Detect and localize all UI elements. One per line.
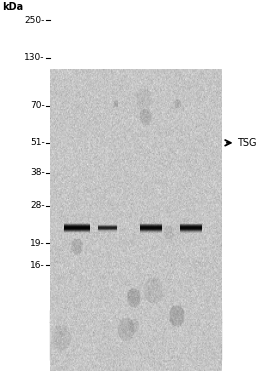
Bar bbox=[64, 229, 90, 230]
Bar bbox=[64, 230, 90, 231]
Text: 50: 50 bbox=[70, 311, 83, 321]
Text: HeLa: HeLa bbox=[77, 336, 103, 346]
Bar bbox=[180, 230, 202, 231]
Bar bbox=[98, 225, 117, 226]
Bar bbox=[140, 226, 162, 227]
Text: TSG101: TSG101 bbox=[237, 138, 256, 148]
Text: 250-: 250- bbox=[24, 16, 45, 25]
Bar bbox=[98, 231, 117, 232]
Bar bbox=[140, 227, 162, 228]
Text: 50: 50 bbox=[184, 311, 197, 321]
Bar bbox=[140, 231, 162, 232]
Bar bbox=[98, 228, 117, 229]
Bar bbox=[64, 228, 90, 229]
Bar bbox=[140, 223, 162, 224]
Bar bbox=[64, 225, 90, 226]
Bar bbox=[98, 228, 117, 229]
Bar bbox=[64, 223, 90, 224]
Bar bbox=[180, 226, 202, 227]
Text: 16-: 16- bbox=[30, 261, 45, 270]
Bar bbox=[98, 224, 117, 225]
Bar bbox=[98, 230, 117, 231]
Bar bbox=[64, 227, 90, 228]
Bar bbox=[64, 232, 90, 233]
Bar bbox=[98, 227, 117, 228]
Bar bbox=[98, 226, 117, 227]
Bar bbox=[140, 223, 162, 224]
Bar bbox=[64, 225, 90, 226]
Text: 15: 15 bbox=[101, 311, 114, 321]
Text: 70-: 70- bbox=[30, 101, 45, 110]
Bar bbox=[180, 227, 202, 228]
Text: T: T bbox=[148, 336, 154, 346]
Bar bbox=[140, 231, 162, 232]
Bar bbox=[140, 228, 162, 229]
Text: 28-: 28- bbox=[30, 201, 45, 210]
Bar bbox=[140, 226, 162, 227]
Bar bbox=[180, 226, 202, 227]
Bar bbox=[140, 228, 162, 229]
Text: 19-: 19- bbox=[30, 239, 45, 247]
Bar bbox=[98, 230, 117, 231]
Bar bbox=[140, 230, 162, 231]
Text: 38-: 38- bbox=[30, 168, 45, 177]
Bar bbox=[64, 227, 90, 228]
Bar bbox=[98, 231, 117, 232]
Bar bbox=[140, 232, 162, 233]
Bar bbox=[140, 229, 162, 230]
Bar bbox=[140, 224, 162, 225]
Bar bbox=[64, 229, 90, 230]
Bar bbox=[180, 224, 202, 225]
Bar bbox=[64, 226, 90, 227]
Bar bbox=[180, 232, 202, 233]
Bar bbox=[180, 228, 202, 229]
Bar bbox=[140, 232, 162, 233]
Bar bbox=[180, 231, 202, 232]
Bar bbox=[140, 225, 162, 226]
Bar bbox=[180, 228, 202, 229]
Text: J: J bbox=[196, 336, 199, 346]
Bar bbox=[140, 227, 162, 228]
Bar bbox=[180, 223, 202, 224]
Bar bbox=[180, 225, 202, 226]
Bar bbox=[140, 229, 162, 230]
Bar bbox=[180, 232, 202, 233]
Bar bbox=[98, 229, 117, 230]
Bar bbox=[98, 227, 117, 228]
Text: kDa: kDa bbox=[3, 2, 24, 12]
Bar bbox=[180, 224, 202, 225]
Bar bbox=[98, 229, 117, 230]
Bar bbox=[180, 229, 202, 230]
Bar bbox=[64, 230, 90, 231]
Text: 50: 50 bbox=[144, 311, 158, 321]
Bar bbox=[180, 229, 202, 230]
Bar bbox=[140, 224, 162, 225]
Bar bbox=[64, 224, 90, 225]
Bar bbox=[98, 226, 117, 227]
Bar bbox=[180, 231, 202, 232]
Bar bbox=[180, 223, 202, 224]
Bar bbox=[98, 224, 117, 225]
Bar bbox=[64, 226, 90, 227]
Bar bbox=[98, 225, 117, 226]
Bar bbox=[50, 310, 221, 360]
Bar bbox=[180, 227, 202, 228]
Bar bbox=[64, 231, 90, 232]
Text: 51-: 51- bbox=[30, 138, 45, 147]
Text: 130-: 130- bbox=[24, 53, 45, 62]
